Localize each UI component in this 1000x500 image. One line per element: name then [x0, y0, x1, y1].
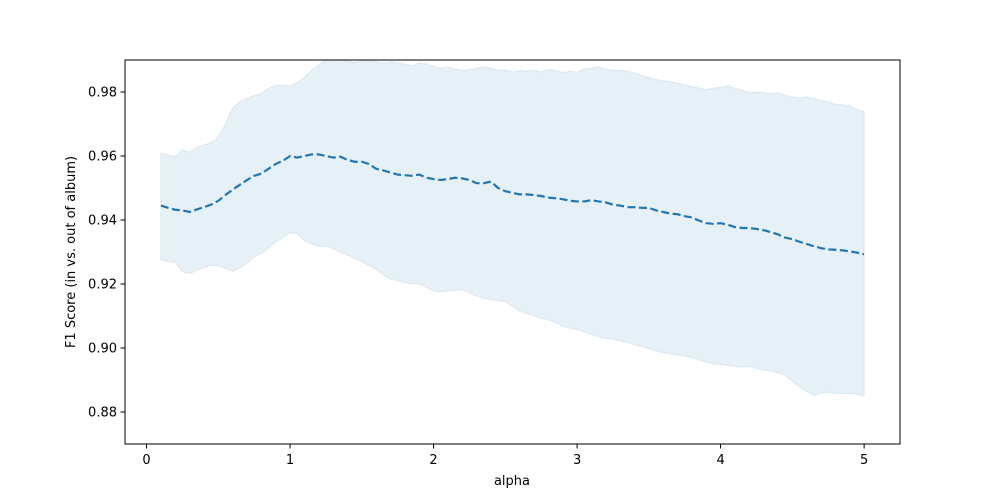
x-tick-label: 4	[716, 453, 724, 468]
axes-frame	[124, 59, 901, 445]
x-tick-label: 2	[429, 453, 437, 468]
x-axis-title: alpha	[494, 474, 530, 489]
y-tick-label: 0.88	[88, 406, 117, 421]
series-line-0	[160, 153, 865, 256]
x-tick-label: 1	[286, 453, 294, 468]
y-axis: 0.88 0.90 0.92 0.94 0.96 0.98	[88, 86, 125, 421]
y-tick-label: 0.98	[88, 86, 117, 101]
x-tick-label: 3	[573, 453, 581, 468]
y-tick-label: 0.92	[88, 278, 117, 293]
y-axis-title: F1 Score (in vs. out of album)	[64, 156, 79, 348]
plot-area	[160, 60, 865, 397]
y-tick-label: 0.94	[88, 214, 117, 229]
x-axis: 0 1 2 3 4 5	[142, 444, 868, 468]
x-tick-label: 5	[860, 453, 868, 468]
y-tick-label: 0.96	[88, 150, 117, 165]
x-tick-label: 0	[142, 453, 150, 468]
y-tick-label: 0.90	[88, 342, 117, 357]
confidence-band-0	[160, 60, 865, 397]
